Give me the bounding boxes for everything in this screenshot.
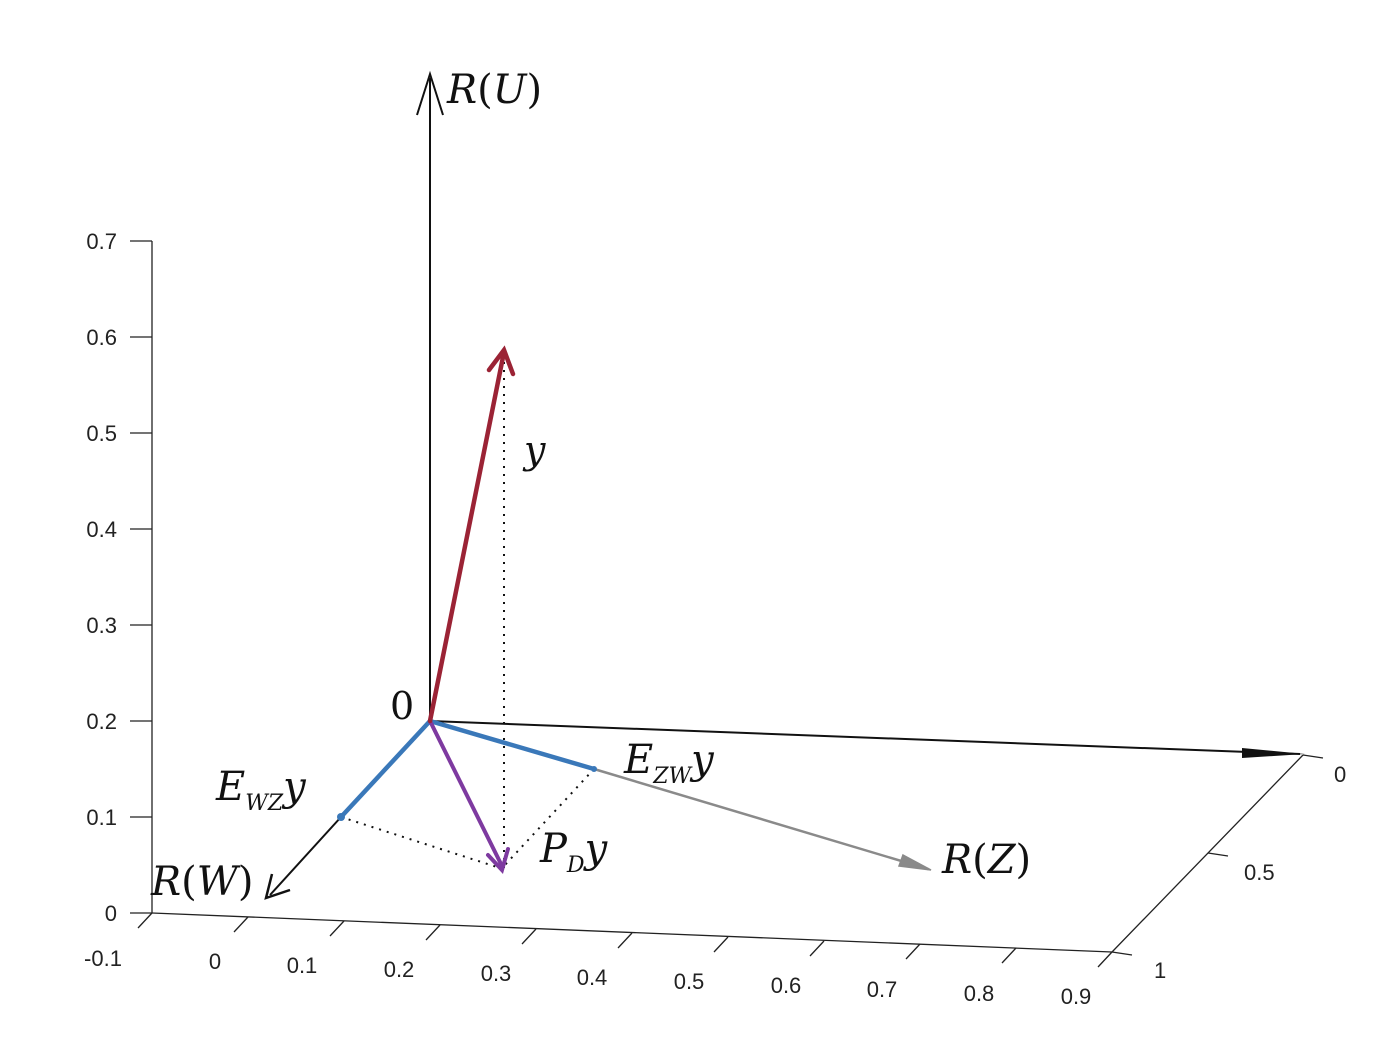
x-tick-label: 0.2 (384, 957, 415, 982)
x-tick-label: 0.6 (771, 973, 802, 998)
ezw-label: EZWy (623, 737, 715, 789)
pd-label: PDy (539, 826, 609, 878)
axis-frame (151, 241, 1304, 953)
x-tick-label: 0.8 (964, 981, 995, 1006)
svg-text:R(Z): R(Z) (941, 837, 1031, 883)
x-tick-label: -0.1 (84, 946, 122, 971)
svg-text:EWZy: EWZy (215, 764, 307, 816)
z-tick-labels: 0.7 0.6 0.5 0.4 0.3 0.2 0.1 0 (86, 229, 117, 926)
y-tick-label: 1 (1154, 958, 1166, 983)
svg-text:EZWy: EZWy (623, 737, 715, 789)
ru-axis (416, 70, 444, 721)
z-tick-label: 0 (105, 901, 117, 926)
y-tick-label: 0 (1334, 762, 1346, 787)
x-tick-label: 0.5 (674, 969, 705, 994)
x-tick-label: 0.7 (867, 977, 898, 1002)
z-tick-label: 0.5 (86, 421, 117, 446)
z-tick-label: 0.1 (86, 805, 117, 830)
x-tick-label: 0 (209, 949, 221, 974)
rz-gray-axis (593, 767, 932, 871)
z-tick-label: 0.7 (86, 229, 117, 254)
y-vector (427, 345, 516, 724)
ewz-vector (337, 718, 433, 821)
z-tick-label: 0.4 (86, 517, 117, 542)
x-axis-line (151, 912, 1113, 953)
x-tick-labels: -0.1 0 0.1 0.2 0.3 0.4 0.5 0.6 0.7 0.8 0… (84, 946, 1091, 1009)
z-tick-label: 0.2 (86, 709, 117, 734)
x-tick-label: 0.4 (577, 965, 608, 990)
x-tick-label: 0.9 (1061, 984, 1092, 1009)
svg-text:R(U): R(U) (446, 67, 542, 113)
x-tick-label: 0.1 (287, 953, 318, 978)
z-tick-label: 0.6 (86, 325, 117, 350)
svg-text:PDy: PDy (539, 826, 609, 878)
svg-text:R(W): R(W) (150, 859, 253, 905)
pd-vector (428, 719, 510, 874)
ezw-vector (427, 718, 597, 772)
y-label: y (522, 428, 546, 472)
rw-label: R(W) (150, 859, 253, 905)
rw-axis (264, 816, 342, 900)
y-axis-line (1111, 754, 1304, 953)
x-tick-label: 0.3 (481, 961, 512, 986)
origin-label: 0 (390, 684, 414, 728)
y-tick-labels: 0 0.5 1 (1154, 762, 1346, 983)
y-ticks (1111, 754, 1324, 956)
x-ticks (137, 912, 1113, 968)
y-tick-label: 0.5 (1244, 860, 1275, 885)
ewz-label: EWZy (215, 764, 307, 816)
ru-label: R(U) (446, 67, 542, 113)
z-ticks (130, 240, 152, 914)
rz-black-axis (429, 720, 1305, 758)
z-tick-label: 0.3 (86, 613, 117, 638)
rz-label: R(Z) (941, 837, 1031, 883)
